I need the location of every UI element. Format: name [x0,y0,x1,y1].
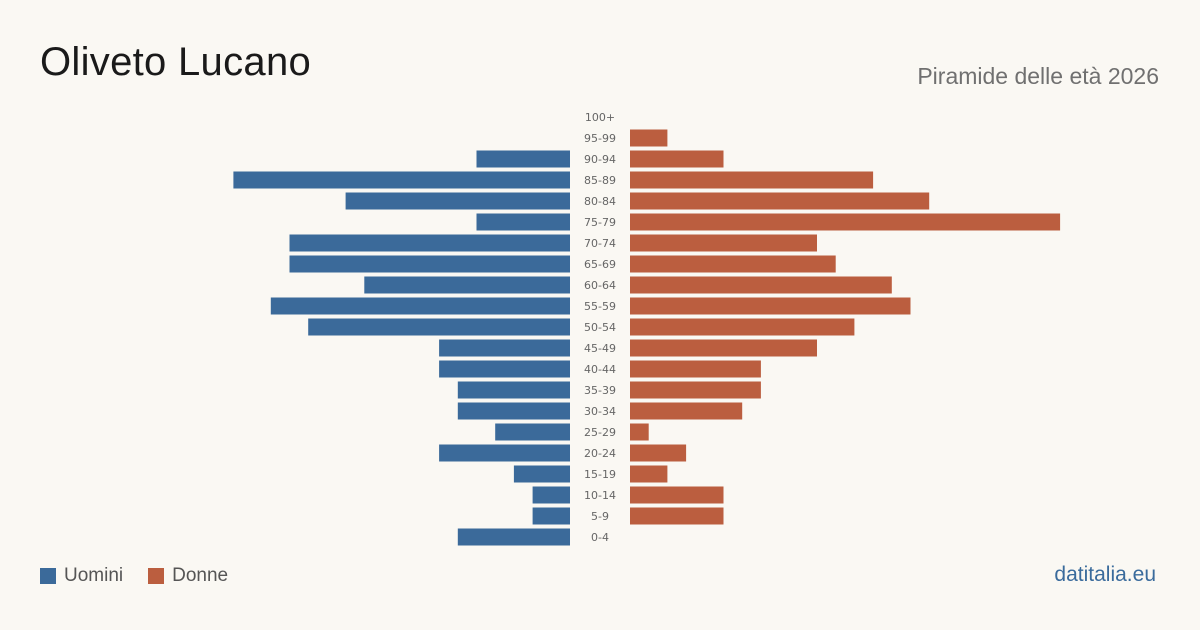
male-bar [457,402,570,420]
male-bar [457,528,570,546]
male-bar [308,318,570,336]
female-bar [630,360,761,378]
female-bar [630,192,930,210]
male-bar [532,486,570,504]
age-group-label: 70-74 [584,237,616,250]
female-bar [630,213,1061,231]
age-group-label: 85-89 [584,174,616,187]
male-bar [439,360,570,378]
male-bar [532,507,570,525]
female-bar [630,297,911,315]
age-group-label: 15-19 [584,468,616,481]
male-bar [345,192,570,210]
age-group-label: 5-9 [591,510,609,523]
female-bar [630,381,761,399]
age-group-label: 95-99 [584,132,616,145]
age-group-label: 80-84 [584,195,616,208]
male-bar [476,213,570,231]
legend-label-female: Donne [172,565,229,586]
female-bar [630,486,724,504]
male-bar [439,444,570,462]
age-group-label: 40-44 [584,363,616,376]
female-bar [630,150,724,168]
female-bar [630,255,836,273]
age-group-label: 10-14 [584,489,616,502]
legend-swatch-female [148,568,165,584]
female-bar [630,234,817,252]
legend-label-male: Uomini [64,565,124,586]
source-link[interactable]: datitalia.eu [1054,563,1156,586]
male-bar [457,381,570,399]
age-group-label: 75-79 [584,216,616,229]
age-group-label: 20-24 [584,447,616,460]
male-bar [270,297,570,315]
age-group-label: 100+ [585,111,615,124]
age-group-label: 30-34 [584,405,616,418]
female-bar [630,129,668,147]
female-bar [630,276,892,294]
male-bar [439,339,570,357]
page-title: Oliveto Lucano [40,40,312,84]
age-group-label: 0-4 [591,531,609,544]
age-group-label: 45-49 [584,342,616,355]
chart-legend: Uomini Donne [40,565,253,587]
male-bar [364,276,570,294]
age-group-label: 65-69 [584,258,616,271]
age-group-label: 35-39 [584,384,616,397]
male-bar [476,150,570,168]
male-bar [513,465,570,483]
male-bar [233,171,570,189]
age-group-label: 90-94 [584,153,616,166]
female-bar [630,171,874,189]
male-bar [495,423,570,441]
male-bar [289,255,570,273]
female-bar [630,465,668,483]
female-bar [630,402,743,420]
legend-item-female: Donne [148,565,228,587]
legend-item-male: Uomini [40,565,123,587]
age-group-label: 25-29 [584,426,616,439]
female-bar [630,444,687,462]
age-group-label: 50-54 [584,321,616,334]
chart-subtitle: Piramide delle età 2026 [917,63,1159,89]
female-bar [630,318,855,336]
legend-swatch-male [40,568,56,584]
female-bar [630,507,724,525]
age-group-label: 60-64 [584,279,616,292]
male-bar [289,234,570,252]
female-bar [630,423,649,441]
age-group-label: 55-59 [584,300,616,313]
population-pyramid-chart: 100+ 95-99 90-94 85-89 80-84 75-79 70-74 65-69 6… [233,111,1061,546]
female-bar [630,339,817,357]
